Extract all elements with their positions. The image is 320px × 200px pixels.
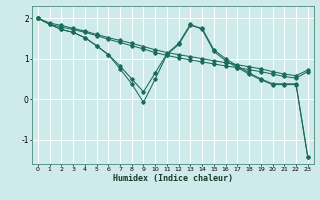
X-axis label: Humidex (Indice chaleur): Humidex (Indice chaleur) bbox=[113, 174, 233, 183]
